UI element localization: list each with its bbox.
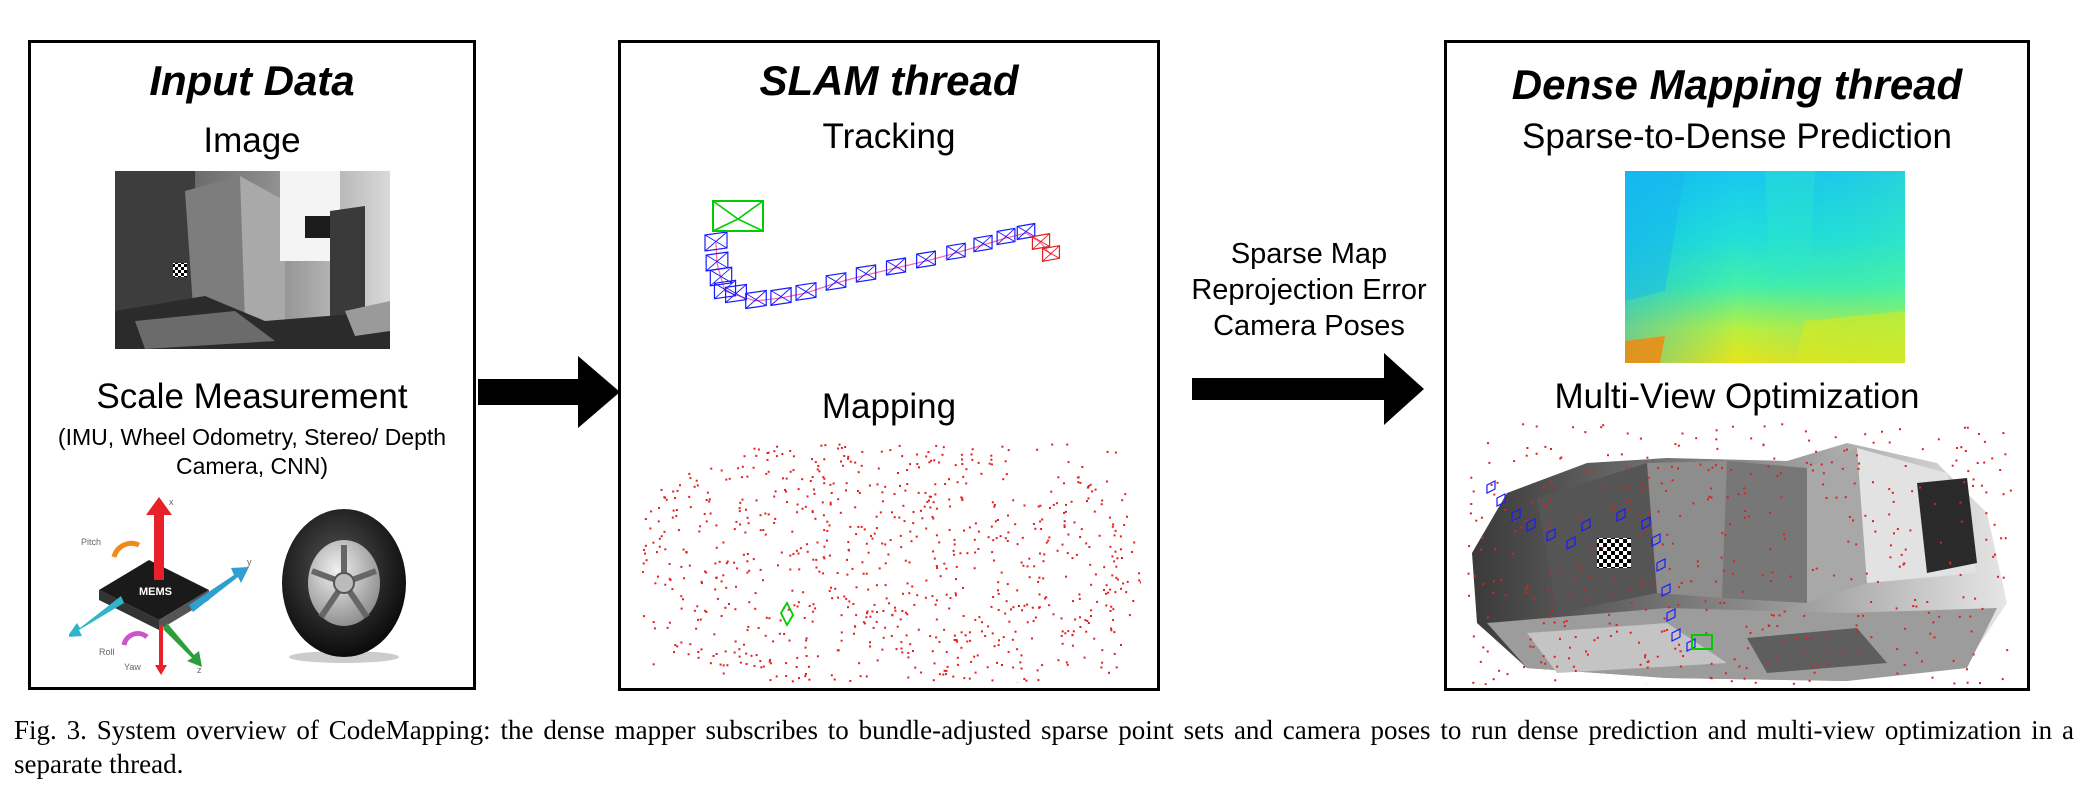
input-camera-image — [115, 171, 390, 349]
keyframe-frustum — [996, 227, 1016, 246]
current-frame-frustum — [712, 200, 764, 232]
arrow-input-to-slam — [478, 356, 620, 428]
current-frame-frustum — [1691, 634, 1713, 650]
imu-chip-label: MEMS — [139, 586, 172, 598]
imu-axis-z: z — [197, 665, 202, 675]
sparse-to-dense-label: Sparse-to-Dense Prediction — [1522, 117, 1952, 156]
keyframe-frustum — [855, 264, 877, 283]
dense-mapping-panel: Dense Mapping thread Sparse-to-Dense Pre… — [1444, 40, 2030, 691]
tracking-label: Tracking — [822, 117, 956, 156]
image-label: Image — [203, 121, 301, 160]
slam-thread-panel: SLAM thread Tracking Mapping — [618, 40, 1160, 691]
dense-reconstruction — [1467, 423, 2012, 685]
flow-label: Sparse Map Reprojection Error Camera Pos… — [1168, 236, 1450, 344]
camera-in-map — [779, 601, 795, 627]
keyframe-frustum — [795, 282, 817, 301]
scale-measurement-label: Scale Measurement — [96, 377, 408, 416]
mapping-label: Mapping — [821, 387, 957, 426]
imu-axis-x: x — [169, 497, 174, 507]
keyframe-frustum — [916, 250, 936, 269]
flow-label-camera-poses: Camera Poses — [1213, 310, 1405, 342]
input-data-panel: Input Data Image Scale Measurement (IMU,… — [28, 40, 476, 690]
scale-detail-line2: Camera, CNN) — [175, 453, 329, 479]
imu-axis-y: y — [247, 557, 252, 567]
sparse-map-points — [641, 443, 1141, 683]
imu-axis-roll: Roll — [99, 647, 115, 657]
keyframe-frustum — [745, 289, 767, 310]
imu-axis-pitch: Pitch — [81, 537, 101, 547]
dense-depth-prediction — [1625, 171, 1905, 363]
flow-label-reprojection-error: Reprojection Error — [1191, 274, 1427, 306]
imu-axis-yaw: Yaw — [124, 662, 141, 672]
arrow-slam-to-dense — [1192, 353, 1424, 425]
keyframe-frustum — [724, 283, 748, 304]
keyframe-frustum — [1041, 244, 1061, 263]
imu-sensor-icon: MEMS Pitch Roll Yaw x y z — [69, 497, 252, 675]
keyframe-frustum — [885, 257, 907, 276]
keyframe-frustum — [1031, 232, 1051, 251]
keyframe-frustum — [825, 272, 847, 291]
figure-caption: Fig. 3. System overview of CodeMapping: … — [14, 715, 2074, 779]
keyframe-frustum — [704, 231, 728, 252]
dense-mapping-title: Dense Mapping thread — [1511, 61, 1963, 108]
scale-detail-line1: (IMU, Wheel Odometry, Stereo/ Depth — [57, 424, 447, 450]
multi-view-optimization-label: Multi-View Optimization — [1554, 377, 1920, 416]
flow-label-sparse-map: Sparse Map — [1230, 238, 1388, 270]
tracking-trajectory — [704, 200, 1061, 310]
keyframe-frustum — [770, 286, 792, 307]
keyframe-frustum — [973, 234, 993, 253]
wheel-icon — [282, 509, 406, 663]
slam-thread-title: SLAM thread — [759, 57, 1019, 104]
keyframe-frustum — [946, 242, 966, 261]
input-data-title: Input Data — [149, 57, 355, 104]
keyframe-frustum — [709, 266, 733, 287]
